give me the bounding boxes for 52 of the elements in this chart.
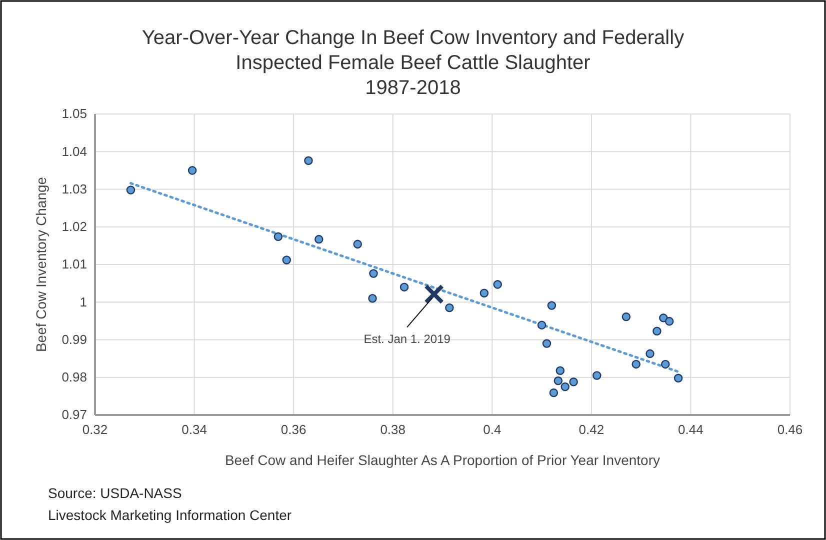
x-tick-label: 0.4 [483, 422, 502, 438]
y-tick-label: 0.99 [62, 332, 87, 347]
point [542, 339, 552, 348]
y-tick-label: 1 [80, 294, 87, 310]
point [353, 240, 362, 249]
point [622, 312, 631, 322]
point [369, 269, 378, 278]
point [480, 288, 489, 298]
point [674, 374, 683, 383]
point [661, 360, 670, 369]
y-tick-label: 0.97 [62, 407, 87, 422]
x-tick-label: 0.46 [777, 422, 803, 438]
point [632, 360, 640, 369]
chart-title: Year-Over-Year Change In Beef Cow Inventory and Federally Inspected Female Beef Cattle Slaughter 1987-2018 [142, 27, 684, 99]
x-tick-label: 0.38 [380, 422, 406, 438]
point [274, 232, 283, 242]
point [445, 303, 454, 312]
y-tick-label: 1.02 [62, 219, 87, 234]
point [560, 382, 570, 392]
y-tick-label: 0.98 [62, 370, 87, 385]
x-tick-label: 0.42 [578, 422, 604, 438]
point [368, 294, 377, 303]
x-tick-label: 0.44 [678, 422, 704, 438]
point [556, 366, 565, 375]
y-tick-label: 1.03 [62, 181, 87, 196]
x-axis-title: Beef Cow and Heifer Slaughter As A Proportion of Prior Year Inventory [224, 452, 660, 468]
point [537, 320, 546, 330]
point [549, 388, 558, 398]
point [424, 284, 444, 304]
point [304, 156, 313, 166]
point [314, 234, 324, 244]
point [400, 282, 409, 292]
point [592, 371, 602, 380]
source-note: Source: USDA-NASS Livestock Marketing Information Center [48, 485, 292, 523]
y-axis-title: Beef Cow Inventory Change [33, 176, 49, 352]
annotation: Est. Jan 1. 2019 [364, 332, 451, 346]
point [664, 316, 674, 326]
y-tick-label: 1.05 [62, 106, 87, 122]
point [126, 186, 136, 194]
point [493, 280, 502, 289]
point [282, 256, 292, 264]
x-tick-label: 0.32 [82, 422, 108, 438]
point [554, 376, 563, 386]
point [188, 166, 197, 175]
y-tick-label: 1.04 [62, 144, 87, 159]
point [569, 378, 578, 386]
x-tick-label: 0.34 [182, 422, 207, 438]
y-tick-label: 1.01 [62, 256, 87, 272]
x-tick-label: 0.36 [280, 422, 306, 438]
point [646, 349, 654, 358]
point [652, 326, 662, 336]
point [547, 301, 556, 310]
